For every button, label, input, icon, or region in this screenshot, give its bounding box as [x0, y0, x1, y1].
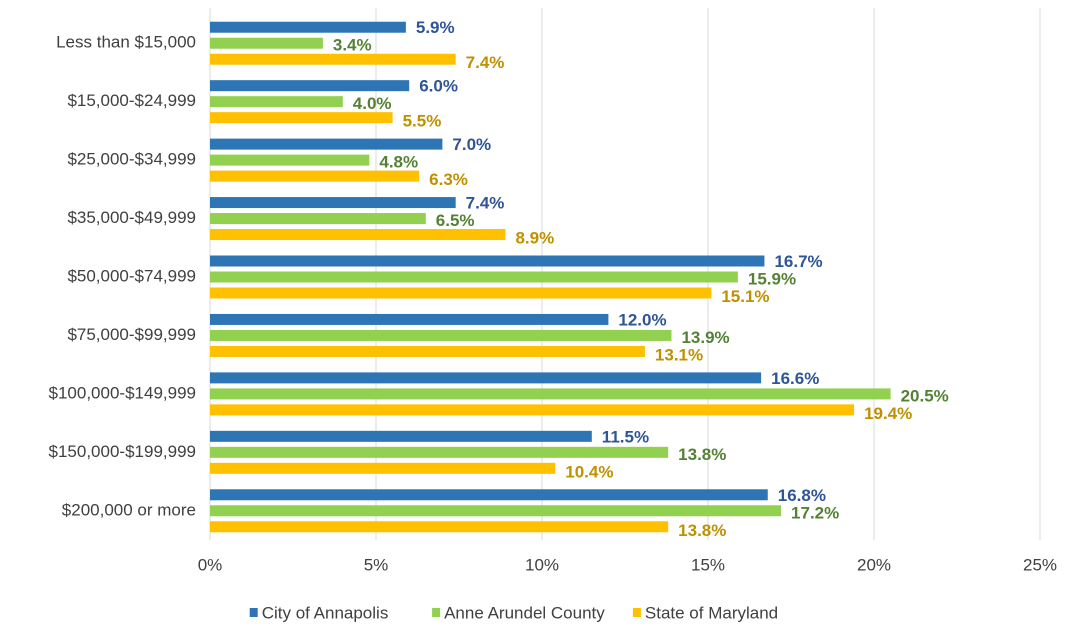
- value-label: 8.9%: [515, 229, 554, 248]
- x-tick-label: 20%: [857, 555, 891, 574]
- value-label: 20.5%: [901, 386, 949, 405]
- y-tick-label: $100,000-$149,999: [49, 383, 196, 402]
- value-label: 13.8%: [678, 521, 726, 540]
- bar: [210, 446, 669, 458]
- y-tick-label: $25,000-$34,999: [67, 150, 196, 169]
- value-label: 12.0%: [618, 310, 666, 329]
- bar: [210, 521, 669, 533]
- bar: [210, 388, 891, 400]
- bar: [210, 404, 855, 416]
- value-label: 4.8%: [379, 153, 418, 172]
- bar: [210, 313, 609, 325]
- bar: [210, 213, 426, 225]
- legend-label: City of Annapolis: [262, 603, 389, 622]
- value-label: 13.8%: [678, 445, 726, 464]
- legend-swatch: [432, 608, 441, 617]
- y-tick-label: $200,000 or more: [62, 500, 196, 519]
- value-label: 5.9%: [416, 18, 455, 37]
- y-tick-label: $15,000-$24,999: [67, 91, 196, 110]
- bar: [210, 138, 443, 150]
- value-label: 6.3%: [429, 170, 468, 189]
- bar: [210, 255, 765, 267]
- value-label: 6.0%: [419, 77, 458, 96]
- bar: [210, 329, 672, 341]
- x-tick-label: 10%: [525, 555, 559, 574]
- bar: [210, 170, 420, 182]
- value-label: 13.1%: [655, 345, 703, 364]
- bar: [210, 430, 592, 442]
- y-tick-label: Less than $15,000: [56, 33, 196, 52]
- y-tick-label: $75,000-$99,999: [67, 325, 196, 344]
- y-tick-label: $35,000-$49,999: [67, 208, 196, 227]
- value-label: 7.0%: [452, 135, 491, 154]
- bar: [210, 489, 768, 501]
- y-tick-label: $150,000-$199,999: [49, 442, 196, 461]
- bar: [210, 96, 343, 108]
- value-label: 13.9%: [681, 328, 729, 347]
- x-tick-label: 25%: [1023, 555, 1057, 574]
- value-label: 17.2%: [791, 503, 839, 522]
- value-label: 3.4%: [333, 36, 372, 55]
- bar: [210, 271, 738, 283]
- legend-label: Anne Arundel County: [444, 603, 605, 622]
- value-label: 15.9%: [748, 269, 796, 288]
- bar: [210, 112, 393, 124]
- bar: [210, 37, 323, 49]
- value-label: 4.0%: [353, 94, 392, 113]
- value-label: 15.1%: [721, 287, 769, 306]
- bar: [210, 287, 712, 299]
- value-label: 7.4%: [466, 53, 505, 72]
- x-tick-label: 5%: [364, 555, 389, 574]
- value-label: 16.7%: [774, 252, 822, 271]
- legend-swatch: [632, 608, 641, 617]
- value-label: 16.6%: [771, 369, 819, 388]
- legend-label: State of Maryland: [645, 603, 778, 622]
- bar: [210, 462, 556, 474]
- bar: [210, 154, 370, 166]
- value-label: 10.4%: [565, 462, 613, 481]
- value-label: 19.4%: [864, 404, 912, 423]
- value-label: 11.5%: [602, 427, 649, 446]
- value-label: 6.5%: [436, 211, 475, 230]
- value-label: 7.4%: [466, 194, 505, 213]
- bar: [210, 21, 406, 33]
- bar: [210, 197, 456, 209]
- value-label: 5.5%: [403, 112, 442, 131]
- bar: [210, 80, 410, 92]
- legend-swatch: [249, 608, 258, 617]
- x-tick-label: 0%: [198, 555, 223, 574]
- bar: [210, 372, 762, 384]
- value-label: 16.8%: [778, 486, 826, 505]
- bar: [210, 53, 456, 65]
- bar: [210, 345, 645, 357]
- x-tick-label: 15%: [691, 555, 725, 574]
- y-tick-label: $50,000-$74,999: [67, 266, 196, 285]
- bar: [210, 229, 506, 241]
- bar: [210, 505, 782, 517]
